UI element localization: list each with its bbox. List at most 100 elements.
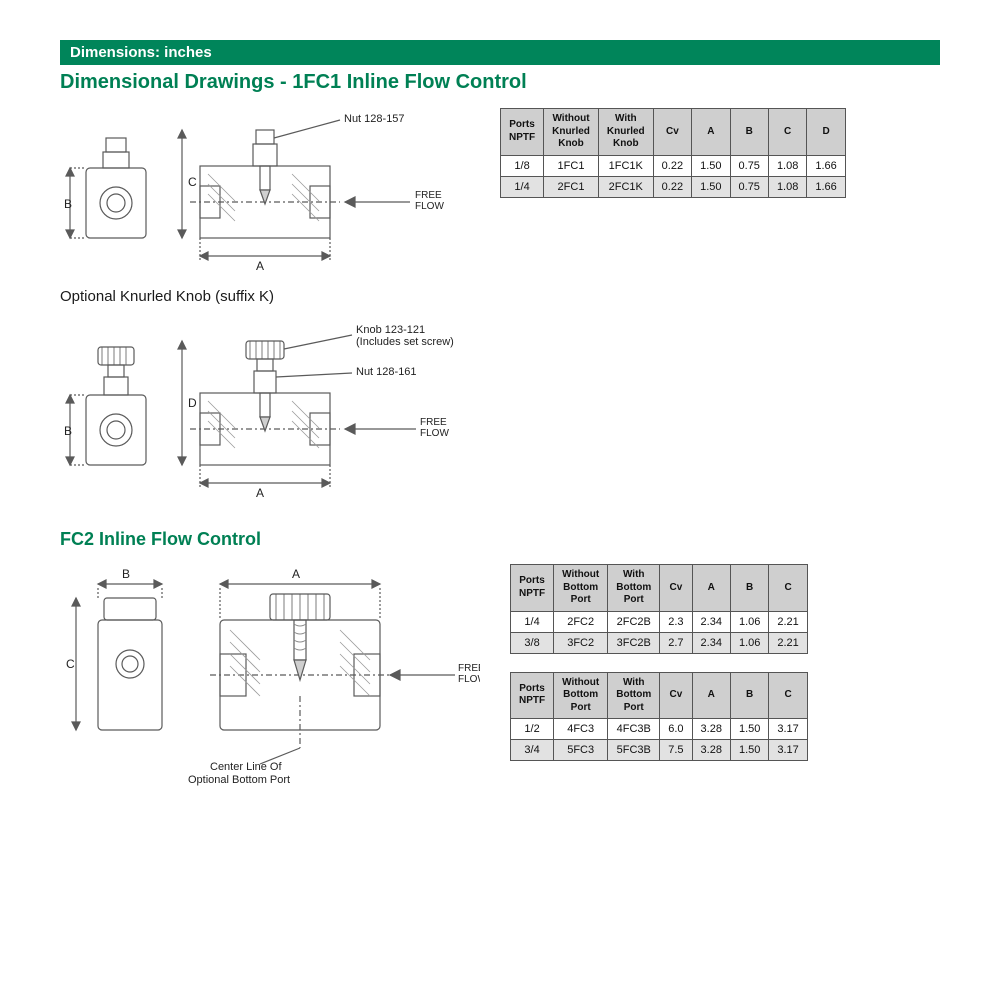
centerline-label-a: Center Line Of <box>210 761 282 773</box>
table-fc2a-cell: 3/8 <box>511 632 554 653</box>
table-1fc1-cell: 1.08 <box>768 176 806 197</box>
table-fc2a-cell: 2.3 <box>660 611 692 632</box>
table-fc2a-row: 3/83FC23FC2B2.72.341.062.21 <box>511 632 808 653</box>
dim-a-label-2: A <box>256 486 264 500</box>
table-fc2-b: PortsNPTFWithoutBottomPortWithBottomPort… <box>510 672 808 762</box>
knob-label-b: (Includes set screw) <box>356 336 454 348</box>
section-1-title: Dimensional Drawings - 1FC1 Inline Flow … <box>60 71 940 94</box>
table-fc2b-cell: 1.50 <box>730 719 768 740</box>
table-1fc1-cell: 1.08 <box>768 155 806 176</box>
nut-label-2: Nut 128-161 <box>356 366 417 378</box>
table-fc2a-cell: 2.21 <box>769 611 807 632</box>
table-fc2a-cell: 1.06 <box>730 632 768 653</box>
table-fc2b-row: 3/45FC35FC3B7.53.281.503.17 <box>511 740 808 761</box>
table-fc2b-cell: 4FC3 <box>554 719 608 740</box>
free-flow-label-2: FREE <box>420 417 447 428</box>
table-fc2b-cell: 3.28 <box>692 740 730 761</box>
table-1fc1-cell: 0.75 <box>730 155 768 176</box>
table-fc2b-cell: 5FC3 <box>554 740 608 761</box>
table-fc2-a: PortsNPTFWithoutBottomPortWithBottomPort… <box>510 564 808 654</box>
free-flow-fc2-a: FREE <box>458 663 480 674</box>
table-1fc1-row: 1/42FC12FC1K0.221.500.751.081.66 <box>501 176 846 197</box>
nut-label: Nut 128-157 <box>344 113 405 125</box>
table-fc2b-cell: 3/4 <box>511 740 554 761</box>
table-1fc1-cell: 1/8 <box>501 155 544 176</box>
table-fc2b-header: B <box>730 672 768 719</box>
knurled-knob-subtitle: Optional Knurled Knob (suffix K) <box>60 288 940 305</box>
dim-c-fc2: C <box>66 657 75 671</box>
dimensions-banner: Dimensions: inches <box>60 40 940 65</box>
table-fc2a-header: B <box>730 565 768 612</box>
table-fc2a-header: Cv <box>660 565 692 612</box>
table-fc2a-cell: 1/4 <box>511 611 554 632</box>
table-1fc1-header: WithKnurledKnob <box>598 109 653 156</box>
table-fc2b-cell: 3.17 <box>769 740 807 761</box>
table-1fc1-cell: 1.50 <box>692 176 730 197</box>
dim-a-label: A <box>256 259 264 273</box>
free-flow-label-1: FREE <box>415 190 442 201</box>
dim-d-label: D <box>188 396 197 410</box>
table-fc2a-header: A <box>692 565 730 612</box>
table-fc2a-cell: 2FC2 <box>554 611 608 632</box>
table-1fc1-cell: 1FC1 <box>544 155 599 176</box>
centerline-label-b: Optional Bottom Port <box>188 774 290 786</box>
section-2-title: FC2 Inline Flow Control <box>60 529 940 550</box>
dim-c-label: C <box>188 175 197 189</box>
table-fc2a-cell: 2.34 <box>692 611 730 632</box>
free-flow-label-2b: FLOW <box>420 428 449 439</box>
table-1fc1-header: Cv <box>653 109 691 156</box>
dim-b-label-2: B <box>64 424 72 438</box>
table-1fc1-row: 1/81FC11FC1K0.221.500.751.081.66 <box>501 155 846 176</box>
table-1fc1-cell: 0.22 <box>653 155 691 176</box>
table-fc2a-header: C <box>769 565 807 612</box>
table-fc2b-header: PortsNPTF <box>511 672 554 719</box>
table-fc2b-cell: 3.17 <box>769 719 807 740</box>
free-flow-fc2-b: FLOW <box>458 674 480 685</box>
knob-label-a: Knob 123-121 <box>356 324 425 336</box>
table-1fc1-header: A <box>692 109 730 156</box>
table-1fc1-header: D <box>807 109 845 156</box>
table-fc2a-header: WithoutBottomPort <box>554 565 608 612</box>
table-fc2b-header: WithoutBottomPort <box>554 672 608 719</box>
table-fc2b-header: A <box>692 672 730 719</box>
table-fc2a-row: 1/42FC22FC2B2.32.341.062.21 <box>511 611 808 632</box>
free-flow-label-1b: FLOW <box>415 201 444 212</box>
table-1fc1-header: C <box>768 109 806 156</box>
table-fc2b-row: 1/24FC34FC3B6.03.281.503.17 <box>511 719 808 740</box>
drawing-fc2: B C A FREE FLOW Center Line Of Optional … <box>60 564 480 799</box>
table-fc2b-header: Cv <box>660 672 692 719</box>
table-fc2a-header: WithBottomPort <box>608 565 660 612</box>
table-fc2b-cell: 1.50 <box>730 740 768 761</box>
table-fc2a-header: PortsNPTF <box>511 565 554 612</box>
table-fc2b-cell: 5FC3B <box>608 740 660 761</box>
table-1fc1-cell: 1.66 <box>807 155 845 176</box>
dim-b-label: B <box>64 197 72 211</box>
table-fc2b-cell: 4FC3B <box>608 719 660 740</box>
table-fc2a-cell: 2.7 <box>660 632 692 653</box>
table-fc2a-cell: 2.34 <box>692 632 730 653</box>
dim-a-fc2: A <box>292 567 300 581</box>
table-1fc1-header: PortsNPTF <box>501 109 544 156</box>
table-1fc1-cell: 2FC1 <box>544 176 599 197</box>
table-fc2b-header: WithBottomPort <box>608 672 660 719</box>
table-fc2b-cell: 7.5 <box>660 740 692 761</box>
table-1fc1: PortsNPTFWithoutKnurledKnobWithKnurledKn… <box>500 108 846 198</box>
table-1fc1-cell: 1/4 <box>501 176 544 197</box>
table-fc2a-cell: 3FC2 <box>554 632 608 653</box>
table-1fc1-cell: 1.50 <box>692 155 730 176</box>
table-fc2b-cell: 6.0 <box>660 719 692 740</box>
table-1fc1-header: B <box>730 109 768 156</box>
table-1fc1-wrap: PortsNPTFWithoutKnurledKnobWithKnurledKn… <box>500 108 846 198</box>
table-1fc1-cell: 0.75 <box>730 176 768 197</box>
table-fc2b-cell: 3.28 <box>692 719 730 740</box>
table-1fc1-cell: 1FC1K <box>598 155 653 176</box>
table-fc2a-cell: 2FC2B <box>608 611 660 632</box>
table-1fc1-header: WithoutKnurledKnob <box>544 109 599 156</box>
table-1fc1-cell: 1.66 <box>807 176 845 197</box>
table-1fc1-cell: 0.22 <box>653 176 691 197</box>
dim-b-fc2: B <box>122 567 130 581</box>
table-fc2a-cell: 3FC2B <box>608 632 660 653</box>
table-1fc1-cell: 2FC1K <box>598 176 653 197</box>
drawing-1fc1: B C A Nut 128-157 FREE FLOW <box>60 108 470 278</box>
drawing-1fc1k: B D A Knob 123-121 (Includes set screw) … <box>60 317 490 507</box>
